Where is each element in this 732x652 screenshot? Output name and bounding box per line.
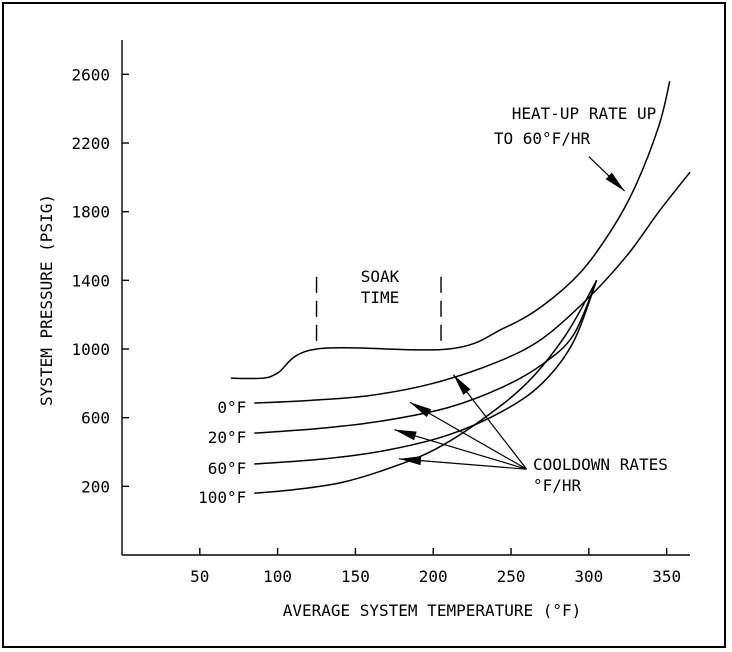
cooldown-label-line2: °F/HR <box>533 476 582 495</box>
curves: 0°F 20°F 60°F 100°F <box>198 81 691 507</box>
soak-label-line2: TIME <box>361 288 400 307</box>
y-tick-label: 2600 <box>71 65 110 84</box>
x-tick-label: 100 <box>263 567 292 586</box>
x-tick-label: 300 <box>574 567 603 586</box>
cooldown-curve <box>254 280 598 434</box>
heatup-label-line2: TO 60°F/HR <box>494 129 591 148</box>
annotation-marks <box>315 156 626 470</box>
y-tick-label: 600 <box>81 409 110 428</box>
heatup-label-line1: HEAT-UP RATE UP <box>512 104 657 123</box>
x-tick-label: 250 <box>497 567 526 586</box>
cooldown-arrow-shaft <box>394 429 527 470</box>
series-label: 100°F <box>198 488 246 507</box>
soak-label-line1: SOAK <box>361 267 400 286</box>
series-label: 20°F <box>208 428 247 447</box>
cooldown-arrow-head <box>453 374 471 395</box>
cooldown-arrow-shaft <box>409 401 527 470</box>
y-tick-label: 2200 <box>71 134 110 153</box>
y-tick-label: 1800 <box>71 203 110 222</box>
y-tick-label: 1000 <box>71 340 110 359</box>
axes: 200 600 1000 1400 1800 2200 2600 50 100 150 200 250… <box>71 40 690 586</box>
heatup-curve <box>230 81 671 380</box>
cooldown-label-line1: COOLDOWN RATES <box>533 455 668 474</box>
cooldown-arrow-head <box>394 429 417 441</box>
cooldown-arrow-head <box>409 402 432 418</box>
y-tick-label: 200 <box>81 477 110 496</box>
x-axis-label: AVERAGE SYSTEM TEMPERATURE (°F) <box>283 601 582 620</box>
cooldown-curve <box>254 171 691 404</box>
cooldown-arrow-head <box>398 456 422 466</box>
series-label: 0°F <box>217 398 246 417</box>
x-tick-label: 150 <box>341 567 370 586</box>
heatup-arrow-head <box>605 172 625 192</box>
cooldown-curve <box>254 279 598 494</box>
x-tick-label: 200 <box>419 567 448 586</box>
cooldown-curve <box>254 280 598 465</box>
y-tick-label: 1400 <box>71 271 110 290</box>
series-label: 60°F <box>208 459 247 478</box>
figure-border <box>2 2 726 648</box>
x-tick-label: 50 <box>190 567 209 586</box>
x-tick-label: 350 <box>652 567 681 586</box>
y-axis-label: SYSTEM PRESSURE (PSIG) <box>37 194 56 406</box>
